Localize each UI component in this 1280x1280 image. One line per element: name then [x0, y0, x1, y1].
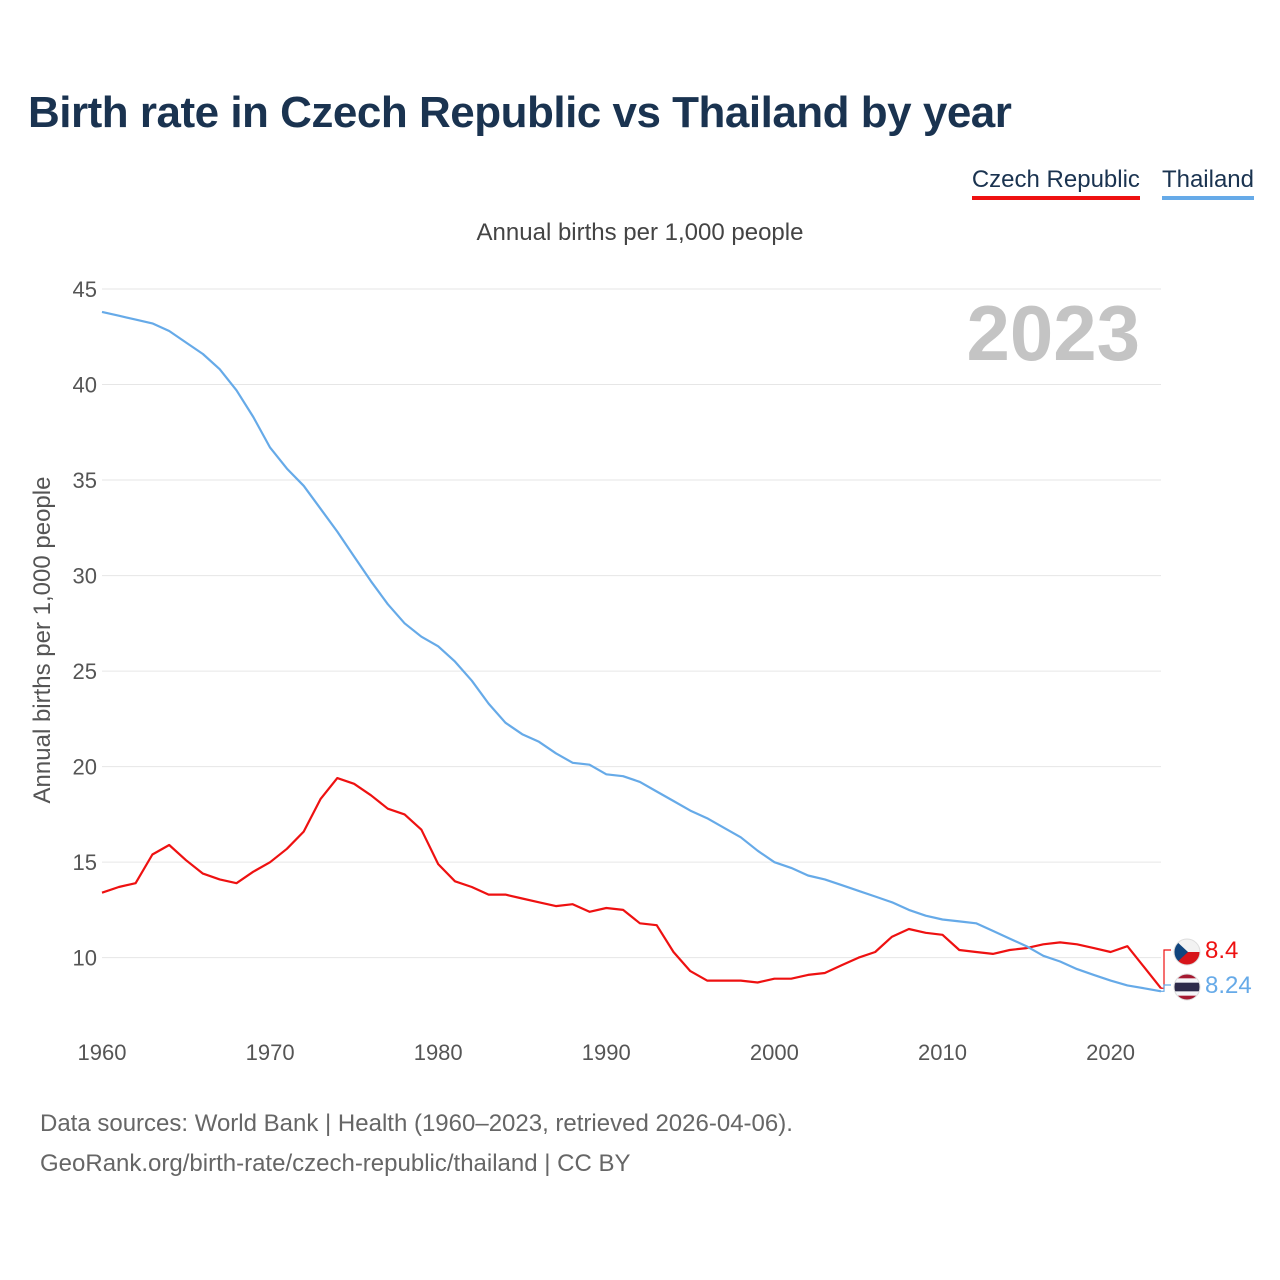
- legend-item-czech-republic[interactable]: Czech Republic: [971, 166, 1140, 200]
- y-axis-label: Annual births per 1,000 people: [29, 477, 56, 804]
- end-value-label-thailand: 8.24: [1205, 972, 1252, 999]
- series-line-czech-republic[interactable]: [101, 776, 1162, 989]
- series-lines: [101, 310, 1162, 993]
- y-tick-label-25: 25: [73, 659, 97, 684]
- source-link[interactable]: GeoRank.org/birth-rate/czech-republic/th…: [40, 1150, 631, 1177]
- x-tick-label-1970: 1970: [246, 1040, 295, 1065]
- y-tick-label-15: 15: [73, 850, 97, 875]
- x-tick-label-1960: 1960: [78, 1040, 127, 1065]
- series-line-thailand[interactable]: [101, 310, 1162, 993]
- year-watermark: 2023: [966, 289, 1140, 377]
- y-tick-label-10: 10: [73, 946, 97, 971]
- end-connector-thailand: [1161, 984, 1171, 992]
- legend: Czech Republic Thailand: [971, 166, 1254, 200]
- end-connector-czech-republic: [1161, 949, 1171, 989]
- x-tick-label-1980: 1980: [414, 1040, 463, 1065]
- chart-title: Birth rate in Czech Republic vs Thailand…: [28, 88, 1012, 137]
- y-tick-label-20: 20: [73, 755, 97, 780]
- end-value-label-czech-republic: 8.4: [1205, 937, 1238, 964]
- footer: Data sources: World Bank | Health (1960–…: [40, 1104, 793, 1184]
- gridlines: [102, 288, 1161, 959]
- y-tick-label-45: 45: [73, 277, 97, 302]
- legend-item-thailand[interactable]: Thailand: [1161, 166, 1254, 200]
- x-tick-label-2000: 2000: [750, 1040, 799, 1065]
- x-tick-label-1990: 1990: [582, 1040, 631, 1065]
- footer-link[interactable]: GeoRank.org/birth-rate/czech-republic/th…: [40, 1144, 793, 1184]
- x-axis-ticks: 1960 1970 1980 1990 2000 2010 2020: [78, 1040, 1136, 1065]
- x-tick-label-2020: 2020: [1086, 1040, 1135, 1065]
- y-tick-label-30: 30: [73, 564, 97, 589]
- y-tick-label-40: 40: [73, 373, 97, 398]
- footer-sources: Data sources: World Bank | Health (1960–…: [40, 1110, 793, 1137]
- y-axis-ticks: 10 15 20 25 30 35 40 45: [73, 277, 97, 971]
- y-tick-label-35: 35: [73, 468, 97, 493]
- flag-icon-thailand: [1173, 973, 1201, 1001]
- flag-icon-czech-republic: [1173, 938, 1201, 966]
- x-tick-label-2010: 2010: [918, 1040, 967, 1065]
- chart-subtitle: Annual births per 1,000 people: [477, 219, 804, 246]
- series-end-labels: 8.4 8.24: [1161, 937, 1252, 1001]
